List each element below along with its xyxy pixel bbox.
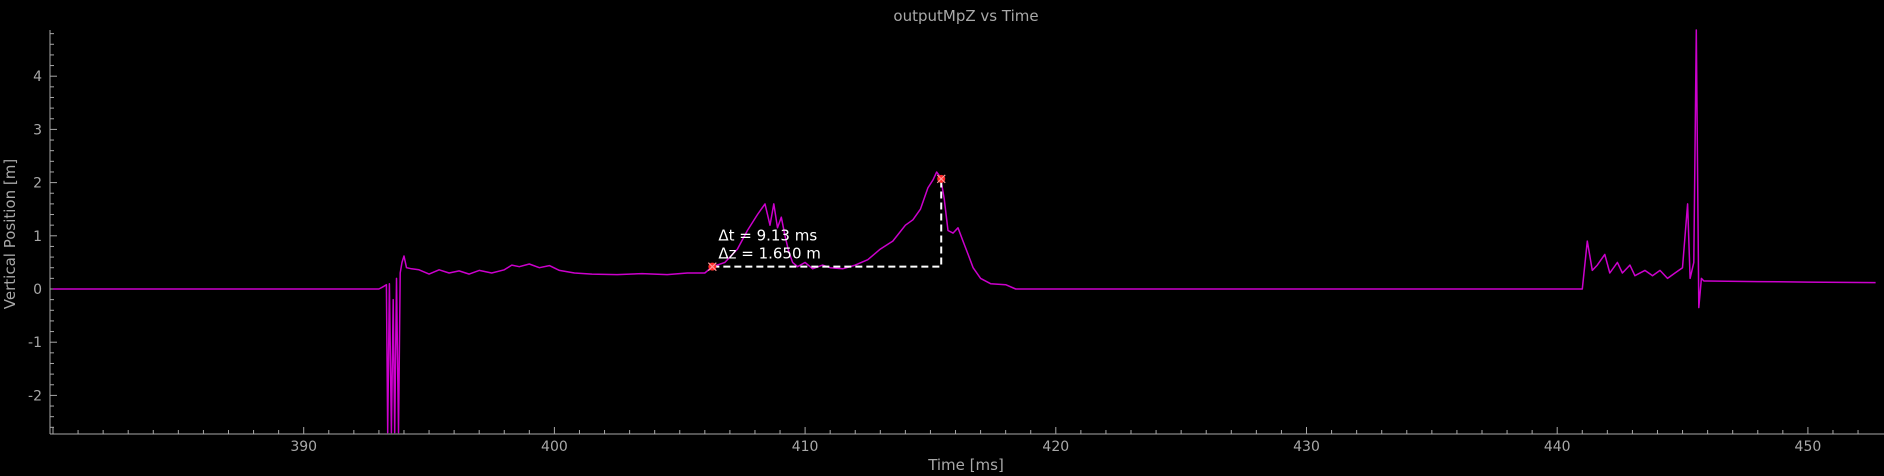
plot-area	[53, 29, 1876, 434]
marker-cross	[936, 174, 946, 184]
y-axis-title: Vertical Position [m]	[1, 159, 19, 309]
y-tick-label: 1	[33, 229, 42, 245]
x-tick-label: 420	[1042, 439, 1069, 455]
x-tick-label: 410	[792, 439, 819, 455]
markers	[707, 174, 946, 272]
y-tick-label: 4	[33, 69, 42, 85]
x-tick-label: 440	[1544, 439, 1571, 455]
x-tick-label: 400	[541, 439, 568, 455]
x-axis-title: Time [ms]	[927, 456, 1004, 474]
x-tick-label: 390	[290, 439, 317, 455]
y-tick-label: -1	[28, 335, 42, 351]
annotation-delta-t: Δt = 9.13 ms	[718, 227, 817, 245]
y-tick-label: 2	[33, 176, 42, 192]
marker-cross	[707, 262, 717, 272]
ticks: 390 400 410 420 430 440 450 -2 -1 0 1 2 3 4	[28, 33, 1859, 455]
y-tick-label: 3	[33, 122, 42, 138]
measure-annotation: Δt = 9.13 ms Δz = 1.650 m	[718, 227, 821, 263]
end-marker	[936, 174, 946, 184]
measure-guide-line	[712, 178, 943, 268]
x-tick-label: 430	[1293, 439, 1320, 455]
x-tick-label: 450	[1795, 439, 1822, 455]
annotation-delta-z: Δz = 1.650 m	[718, 245, 821, 263]
y-tick-label: 0	[33, 282, 42, 298]
start-marker	[707, 262, 717, 272]
y-tick-label: -2	[28, 388, 42, 404]
chart-title: outputMpZ vs Time	[893, 7, 1038, 25]
